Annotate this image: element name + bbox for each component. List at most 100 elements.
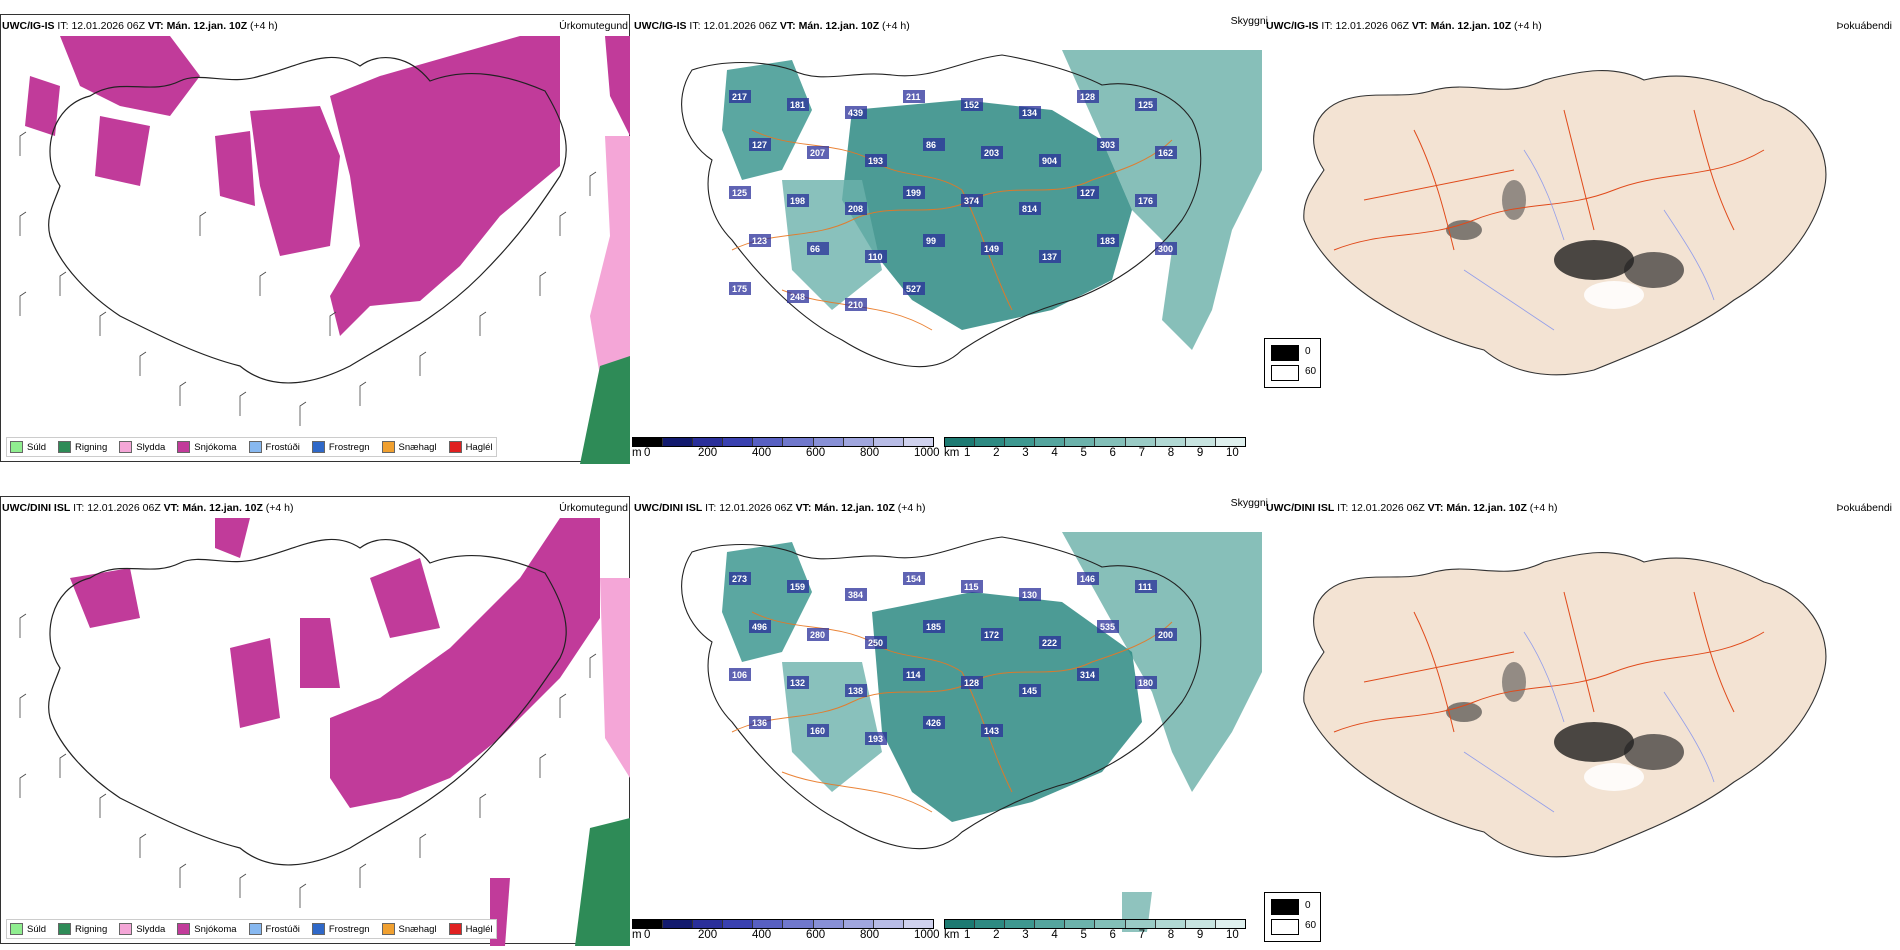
legend-swatch [448, 441, 462, 453]
ceiling-tick-label: 600 [806, 929, 826, 941]
visibility-tick-label: 7 [1138, 447, 1146, 459]
panel-header: UWC/IG-IS IT: 12.01.2026 06Z VT: Mán. 12… [2, 20, 278, 32]
ceiling-cell [923, 716, 945, 729]
ceiling-value-label: 66 [810, 244, 820, 254]
ceiling-cell [787, 194, 809, 207]
ceiling-color-step [633, 920, 664, 928]
precip-map [19, 36, 630, 464]
ceiling-cell [787, 580, 809, 593]
legend-label: Súld [27, 923, 47, 935]
precip-type-panel-ig: UWC/IG-IS IT: 12.01.2026 06Z VT: Mán. 12… [0, 0, 632, 465]
legend-label: Slydda [136, 441, 166, 453]
ceiling-cell [981, 242, 1003, 255]
visibility-tick-label: 4 [1051, 929, 1058, 941]
legend-label: Snjókoma [194, 923, 237, 935]
ceiling-value-label: 99 [926, 236, 936, 246]
ceiling-value-label: 814 [1022, 204, 1037, 214]
visibility-color-step [945, 438, 976, 446]
ceiling-value-label: 439 [848, 108, 863, 118]
visibility-color-step [945, 920, 976, 928]
ceiling-cell [845, 588, 867, 601]
visibility-map: 273 159 384 154 115 130 146 111 496 280 250 185 172 2… [681, 532, 1262, 932]
visibility-tick-label: 7 [1138, 929, 1146, 941]
ceiling-colorbar [632, 437, 934, 447]
visibility-map: 217 181 439 211 152 134 128 125 127 207 193 86 203 90… [681, 50, 1262, 368]
fog-legend-label-0: 0 [1305, 900, 1311, 911]
ceiling-tick-label: 400 [752, 447, 772, 459]
ceiling-tick-label: 1000 [914, 929, 940, 941]
ceiling-cell [1155, 628, 1177, 641]
legend-swatch [248, 441, 262, 453]
ceiling-cell [1077, 572, 1099, 585]
fog-legend-swatch-light [1271, 919, 1299, 935]
panel-title: Þokuábendi [1836, 20, 1892, 32]
ceiling-value-label: 208 [848, 204, 863, 214]
ceiling-cell [1135, 194, 1157, 207]
visibility-tick-label: 2 [993, 447, 1000, 459]
legend-swatch [448, 923, 462, 935]
fog-legend-swatch-dark [1271, 345, 1299, 361]
ceiling-colorbar [632, 919, 934, 929]
visibility-color-step [1035, 438, 1066, 446]
ceiling-color-step [873, 438, 904, 446]
ceiling-value-label: 125 [732, 188, 747, 198]
panel-header: UWC/DINI ISL IT: 12.01.2026 06Z VT: Mán.… [2, 502, 294, 514]
ceiling-cell [845, 684, 867, 697]
ceiling-cell [981, 146, 1003, 159]
ceiling-color-step [783, 920, 814, 928]
ceiling-value-label: 115 [964, 582, 979, 592]
legend-item-súld: Súld [10, 923, 46, 935]
ceiling-cell [961, 580, 983, 593]
ceiling-cell [903, 282, 925, 295]
precip-legend: Súld Rigning Slydda Snjókoma Frostúði Frostre… [6, 437, 497, 457]
ceiling-color-step [663, 438, 694, 446]
visibility-tick-label: 1 [964, 447, 971, 459]
ceiling-value-label: 111 [1138, 582, 1152, 592]
ceiling-cell [865, 636, 887, 649]
ceiling-cell [1135, 676, 1157, 689]
legend-swatch [58, 441, 72, 453]
ceiling-value-label: 314 [1080, 670, 1095, 680]
ceiling-tick-label: 600 [806, 447, 826, 459]
ceiling-cell [729, 572, 751, 585]
ceiling-value-label: 193 [868, 156, 883, 166]
ceiling-value-label: 172 [984, 630, 999, 640]
ceiling-cell [961, 98, 983, 111]
ceiling-value-label: 123 [752, 236, 767, 246]
ceiling-cell [1077, 90, 1099, 103]
panel-header: UWC/DINI ISL IT: 12.01.2026 06Z VT: Mán.… [1266, 502, 1558, 514]
ceiling-cell [1155, 146, 1177, 159]
visibility-tick-label: 5 [1080, 447, 1087, 459]
ceiling-cell [845, 298, 867, 311]
ceiling-value-label: 138 [848, 686, 863, 696]
visibility-unit: km [944, 447, 960, 459]
ceiling-value-label: 250 [868, 638, 883, 648]
legend-item-slydda: Slydda [119, 923, 165, 935]
ceiling-value-label: 183 [1100, 236, 1115, 246]
visibility-color-step [1095, 438, 1126, 446]
ceiling-value-label: 154 [906, 574, 921, 584]
ceiling-value-label: 300 [1158, 244, 1173, 254]
panel-title: Þokuábendi [1836, 502, 1892, 514]
visibility-color-step [1005, 920, 1036, 928]
panel-header: UWC/IG-IS IT: 12.01.2026 06Z VT: Mán. 12… [634, 20, 910, 32]
legend-item-slydda: Slydda [119, 441, 165, 453]
ceiling-cell [729, 186, 751, 199]
visibility-tick-label: 10 [1226, 447, 1239, 459]
legend-label: Súld [27, 441, 47, 453]
legend-label: Slydda [136, 923, 166, 935]
panel-title: Úrkomutegund [559, 502, 628, 514]
ceiling-value-label: 145 [1022, 686, 1037, 696]
ceiling-value-label: 106 [732, 670, 747, 680]
legend-item-frostúði: Frostúði [248, 923, 300, 935]
legend-swatch [10, 923, 23, 935]
precip-map [19, 518, 630, 946]
ceiling-cell [981, 724, 1003, 737]
legend-item-frostregn: Frostregn [311, 441, 370, 453]
legend-label: Snjókoma [194, 441, 237, 453]
panel-header: UWC/DINI ISL IT: 12.01.2026 06Z VT: Mán.… [634, 502, 926, 514]
fog-map [1303, 551, 1827, 858]
visibility-color-step [1035, 920, 1066, 928]
ceiling-cell [903, 668, 925, 681]
ceiling-cell [845, 202, 867, 215]
